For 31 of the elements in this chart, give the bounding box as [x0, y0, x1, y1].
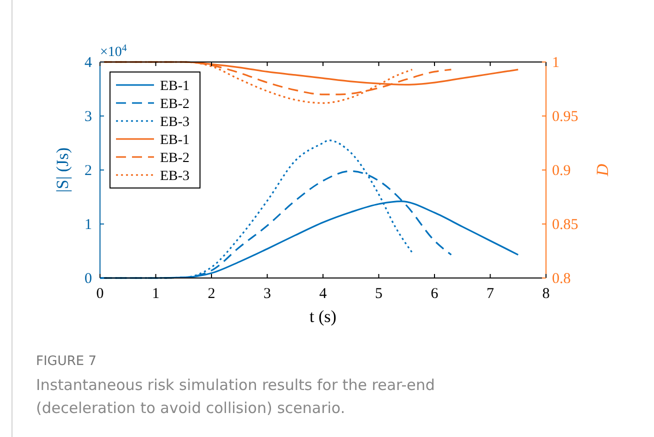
- text: Instantaneous risk simulation results for the rear-end (deceleration to avoid collision) scenario.: [36, 376, 435, 417]
- x-tick-label: 0: [96, 286, 104, 302]
- x-tick-label: 5: [375, 286, 382, 302]
- x-tick-label: 1: [152, 286, 160, 302]
- x-axis-title: t (s): [310, 307, 336, 326]
- x-tick-label: 3: [264, 286, 271, 302]
- y-tick-label: 0: [84, 271, 92, 287]
- x-tick-label: 8: [542, 286, 550, 302]
- legend-label: EB-3: [160, 115, 190, 130]
- y-axis-title: |S| (Js): [53, 147, 72, 193]
- legend-label: EB-3: [160, 169, 190, 184]
- legend-label: EB-2: [160, 151, 190, 166]
- legend-label: EB-2: [160, 97, 190, 112]
- y2-tick-label: 0.8: [552, 271, 571, 287]
- x-tick-label: 4: [319, 286, 328, 302]
- legend-label: EB-1: [160, 79, 190, 94]
- y2-tick-label: 1: [552, 55, 560, 71]
- y-tick-label: 1: [84, 217, 92, 233]
- text: ×10$^{4}$: [100, 42, 127, 60]
- caption: FIGURE 7: [36, 354, 97, 369]
- y-tick-label: 4: [84, 55, 92, 71]
- y2-axis-title: D: [593, 163, 612, 178]
- y-tick-label: 3: [84, 109, 92, 125]
- y-tick-label: 2: [84, 163, 92, 179]
- x-tick-label: 7: [486, 286, 494, 302]
- x-tick-label: 6: [430, 286, 439, 302]
- y2-tick-label: 0.95: [552, 109, 578, 125]
- y2-tick-label: 0.9: [552, 163, 571, 179]
- x-tick-label: 2: [208, 286, 216, 302]
- y2-tick-label: 0.85: [552, 217, 578, 233]
- legend-label: EB-1: [160, 133, 190, 148]
